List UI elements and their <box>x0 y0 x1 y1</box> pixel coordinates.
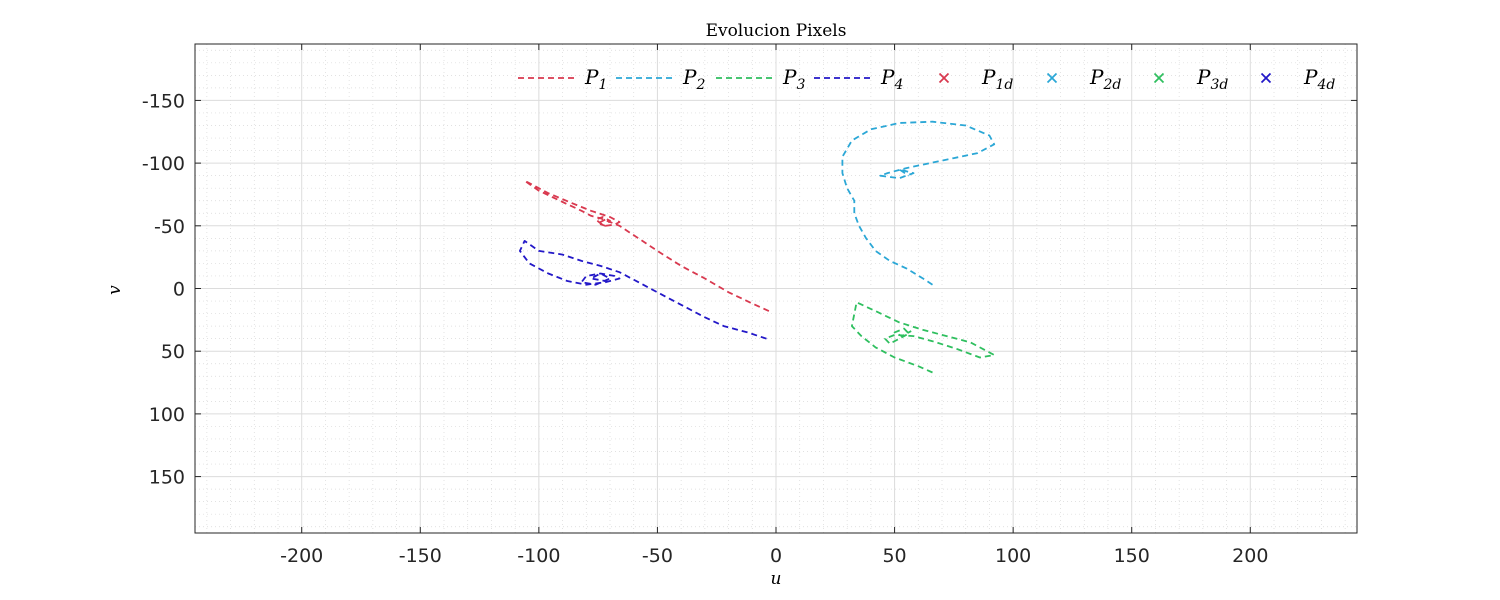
x-tick-label: 100 <box>995 545 1031 567</box>
legend-marker-p1d <box>938 72 950 84</box>
chart-title: Evolucion Pixels <box>706 21 847 41</box>
x-tick-label: -100 <box>517 545 560 567</box>
x-tick-label: -150 <box>399 545 442 567</box>
legend-label-p1: P1 <box>584 65 607 93</box>
series-line-p2 <box>841 120 996 286</box>
y-tick-label: -50 <box>154 216 185 238</box>
series-line-p4 <box>519 239 767 340</box>
y-tick-label: 150 <box>149 467 185 489</box>
y-tick-label: -100 <box>142 153 185 175</box>
y-tick-labels: -150 -100 -50 0 50 100 150 <box>142 90 185 488</box>
y-tick-label: -150 <box>142 90 185 112</box>
legend-marker-p3d <box>1153 72 1165 84</box>
y-tick-label: 50 <box>161 341 185 363</box>
legend-label-p4: P4 <box>880 65 903 93</box>
legend-label-p2d: P2d <box>1089 65 1121 93</box>
x-tick-label: 200 <box>1232 545 1268 567</box>
legend-label-p3d: P3d <box>1196 65 1228 93</box>
legend: P1 P2 P3 P4 P1d P2d P3d P4d <box>518 65 1335 93</box>
series-line-p1 <box>523 179 770 312</box>
x-tick-label: -50 <box>642 545 673 567</box>
axis-ticks <box>195 44 1357 533</box>
x-tick-label: -200 <box>280 545 323 567</box>
legend-marker-p4d <box>1260 72 1272 84</box>
x-tick-label: 150 <box>1114 545 1150 567</box>
x-tick-label: 50 <box>882 545 906 567</box>
legend-label-p3: P3 <box>782 65 805 93</box>
legend-marker-p2d <box>1046 72 1058 84</box>
series-layer <box>519 120 996 374</box>
y-tick-label: 0 <box>173 279 185 301</box>
legend-label-p2: P2 <box>682 65 705 93</box>
y-tick-label: 100 <box>149 404 185 426</box>
legend-label-p1d: P1d <box>981 65 1013 93</box>
legend-label-p4d: P4d <box>1303 65 1335 93</box>
x-tick-labels: -200 -150 -100 -50 0 50 100 150 200 <box>280 545 1268 567</box>
x-tick-label: 0 <box>770 545 782 567</box>
x-axis-label: u <box>771 569 782 589</box>
series-line-p3 <box>851 301 996 374</box>
major-grid <box>195 44 1357 533</box>
y-axis-label: v <box>105 285 125 295</box>
